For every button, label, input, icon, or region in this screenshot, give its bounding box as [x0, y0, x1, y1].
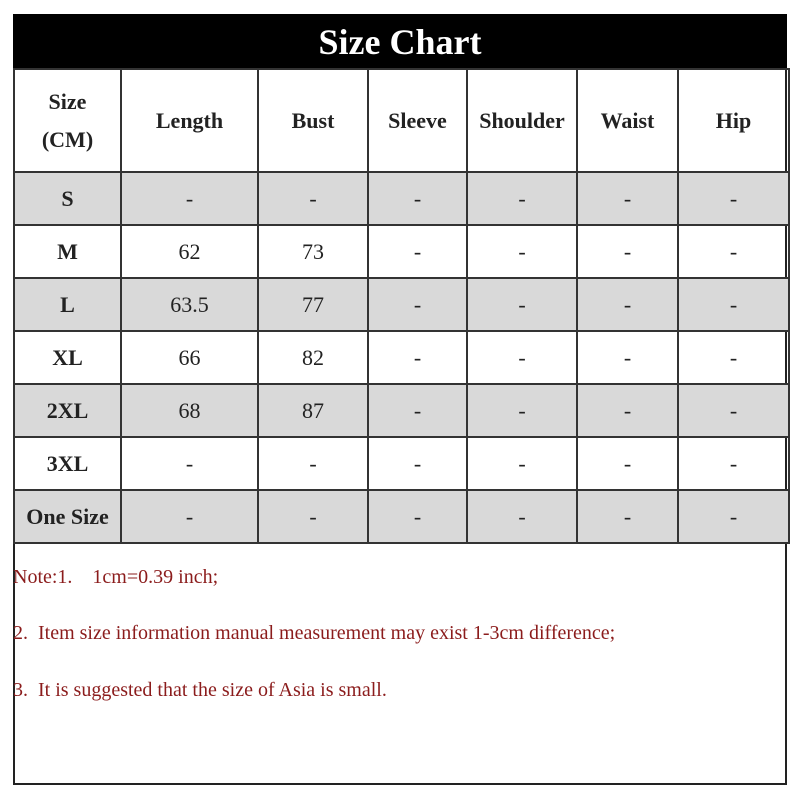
table-cell: -	[367, 277, 468, 332]
table-row: 3XL - - - - - -	[13, 436, 790, 491]
table-cell: -	[367, 171, 468, 226]
table-cell: -	[120, 171, 259, 226]
table-cell: -	[367, 383, 468, 438]
table-cell: -	[367, 436, 468, 491]
column-header: Hip	[677, 68, 790, 173]
table-cell: -	[367, 224, 468, 279]
table-row: XL 66 82- - - -	[13, 330, 790, 385]
size-label: 2XL	[13, 383, 122, 438]
table-cell: 87	[257, 383, 369, 438]
size-label: M	[13, 224, 122, 279]
table-cell: -	[677, 330, 790, 385]
note-3: 3. It is suggested that the size of Asia…	[13, 679, 387, 701]
table-cell: -	[677, 277, 790, 332]
table-cell: -	[466, 277, 578, 332]
table-cell: 77	[257, 277, 369, 332]
table-cell: -	[677, 171, 790, 226]
table-row: One Size - - - - - -	[13, 489, 790, 544]
table-cell: 62	[120, 224, 259, 279]
column-header: Size (CM)	[13, 68, 122, 173]
column-header: Waist	[576, 68, 679, 173]
note-1: Note:1. 1cm=0.39 inch;	[13, 566, 219, 588]
table-cell: -	[257, 436, 369, 491]
table-cell: -	[576, 171, 679, 226]
table-cell: -	[367, 489, 468, 544]
column-header: Bust	[257, 68, 369, 173]
size-table: Size (CM) Length Bust Sleeve Shoulder Waist Hi…	[13, 68, 790, 544]
table-cell: 68	[120, 383, 259, 438]
table-cell: -	[677, 436, 790, 491]
size-label: S	[13, 171, 122, 226]
table-cell: -	[576, 224, 679, 279]
size-label: XL	[13, 330, 122, 385]
table-cell: 82	[257, 330, 369, 385]
table-cell: -	[466, 224, 578, 279]
column-header: Length	[120, 68, 259, 173]
size-label: L	[13, 277, 122, 332]
table-cell: -	[576, 489, 679, 544]
header-row: Size (CM) Length Bust Sleeve Shoulder Waist Hi…	[13, 68, 790, 173]
table-cell: -	[466, 489, 578, 544]
size-label: One Size	[13, 489, 122, 544]
table-cell: -	[466, 171, 578, 226]
table-cell: 73	[257, 224, 369, 279]
table-cell: -	[677, 383, 790, 438]
table-cell: -	[257, 489, 369, 544]
chart-title: Size Chart	[13, 14, 787, 69]
table-cell: -	[576, 383, 679, 438]
table-cell: -	[466, 436, 578, 491]
table-row: M 62 73- - - -	[13, 224, 790, 279]
table-cell: -	[576, 436, 679, 491]
table-row: 2XL 68 87- - - -	[13, 383, 790, 438]
table-cell: -	[466, 330, 578, 385]
table-cell: -	[677, 489, 790, 544]
table-cell: -	[576, 330, 679, 385]
table-cell: 63.5	[120, 277, 259, 332]
table-cell: 66	[120, 330, 259, 385]
table-cell: -	[576, 277, 679, 332]
column-header: Shoulder	[466, 68, 578, 173]
size-label: 3XL	[13, 436, 122, 491]
table-row: S------	[13, 171, 790, 226]
table-cell: -	[466, 383, 578, 438]
column-header: Sleeve	[367, 68, 468, 173]
table-row: L 63.5 77- - - -	[13, 277, 790, 332]
table-cell: -	[120, 436, 259, 491]
table-cell: -	[367, 330, 468, 385]
table-cell: -	[257, 171, 369, 226]
table-cell: -	[120, 489, 259, 544]
table-cell: -	[677, 224, 790, 279]
note-2: 2. Item size information manual measurem…	[13, 622, 616, 644]
